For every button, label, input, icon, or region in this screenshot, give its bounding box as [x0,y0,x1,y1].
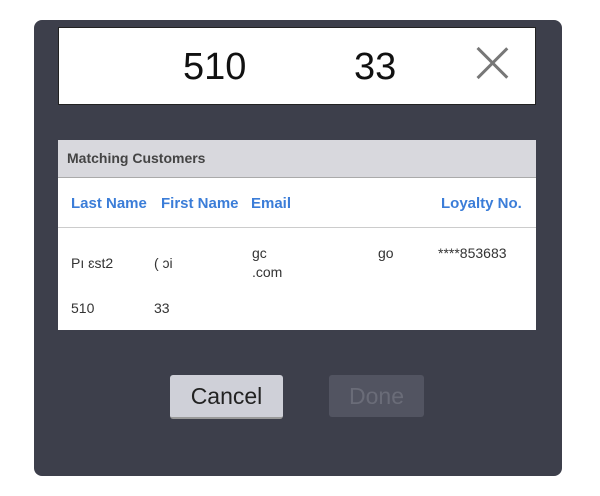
loyalty-cell: ****853683 [438,245,507,261]
search-input[interactable]: 510 33 [58,27,536,105]
first-name-cell: ( ɔi [154,255,173,271]
column-header-email: Email [251,195,292,212]
close-icon[interactable] [475,46,509,80]
column-header-first-name: First Name [161,195,239,212]
phone-cell: 510 [71,300,95,316]
email-cell: gc [252,245,267,261]
email-cell-part: .com [252,264,283,280]
matching-customers-panel: Matching Customers Last Name First Name … [58,140,536,330]
panel-title: Matching Customers [58,140,536,178]
cancel-button[interactable]: Cancel [170,375,283,419]
column-header-last-name: Last Name [71,195,147,212]
email-cell-part: go [378,245,394,261]
search-value-part: 33 [354,46,397,88]
search-value-part: 510 [183,46,247,88]
divider [58,227,536,228]
phone-cell-part: 33 [154,300,170,316]
column-header-loyalty: Loyalty No. [441,195,522,212]
last-name-cell: Pı ɛst2 [71,255,114,271]
done-button[interactable]: Done [329,375,424,417]
